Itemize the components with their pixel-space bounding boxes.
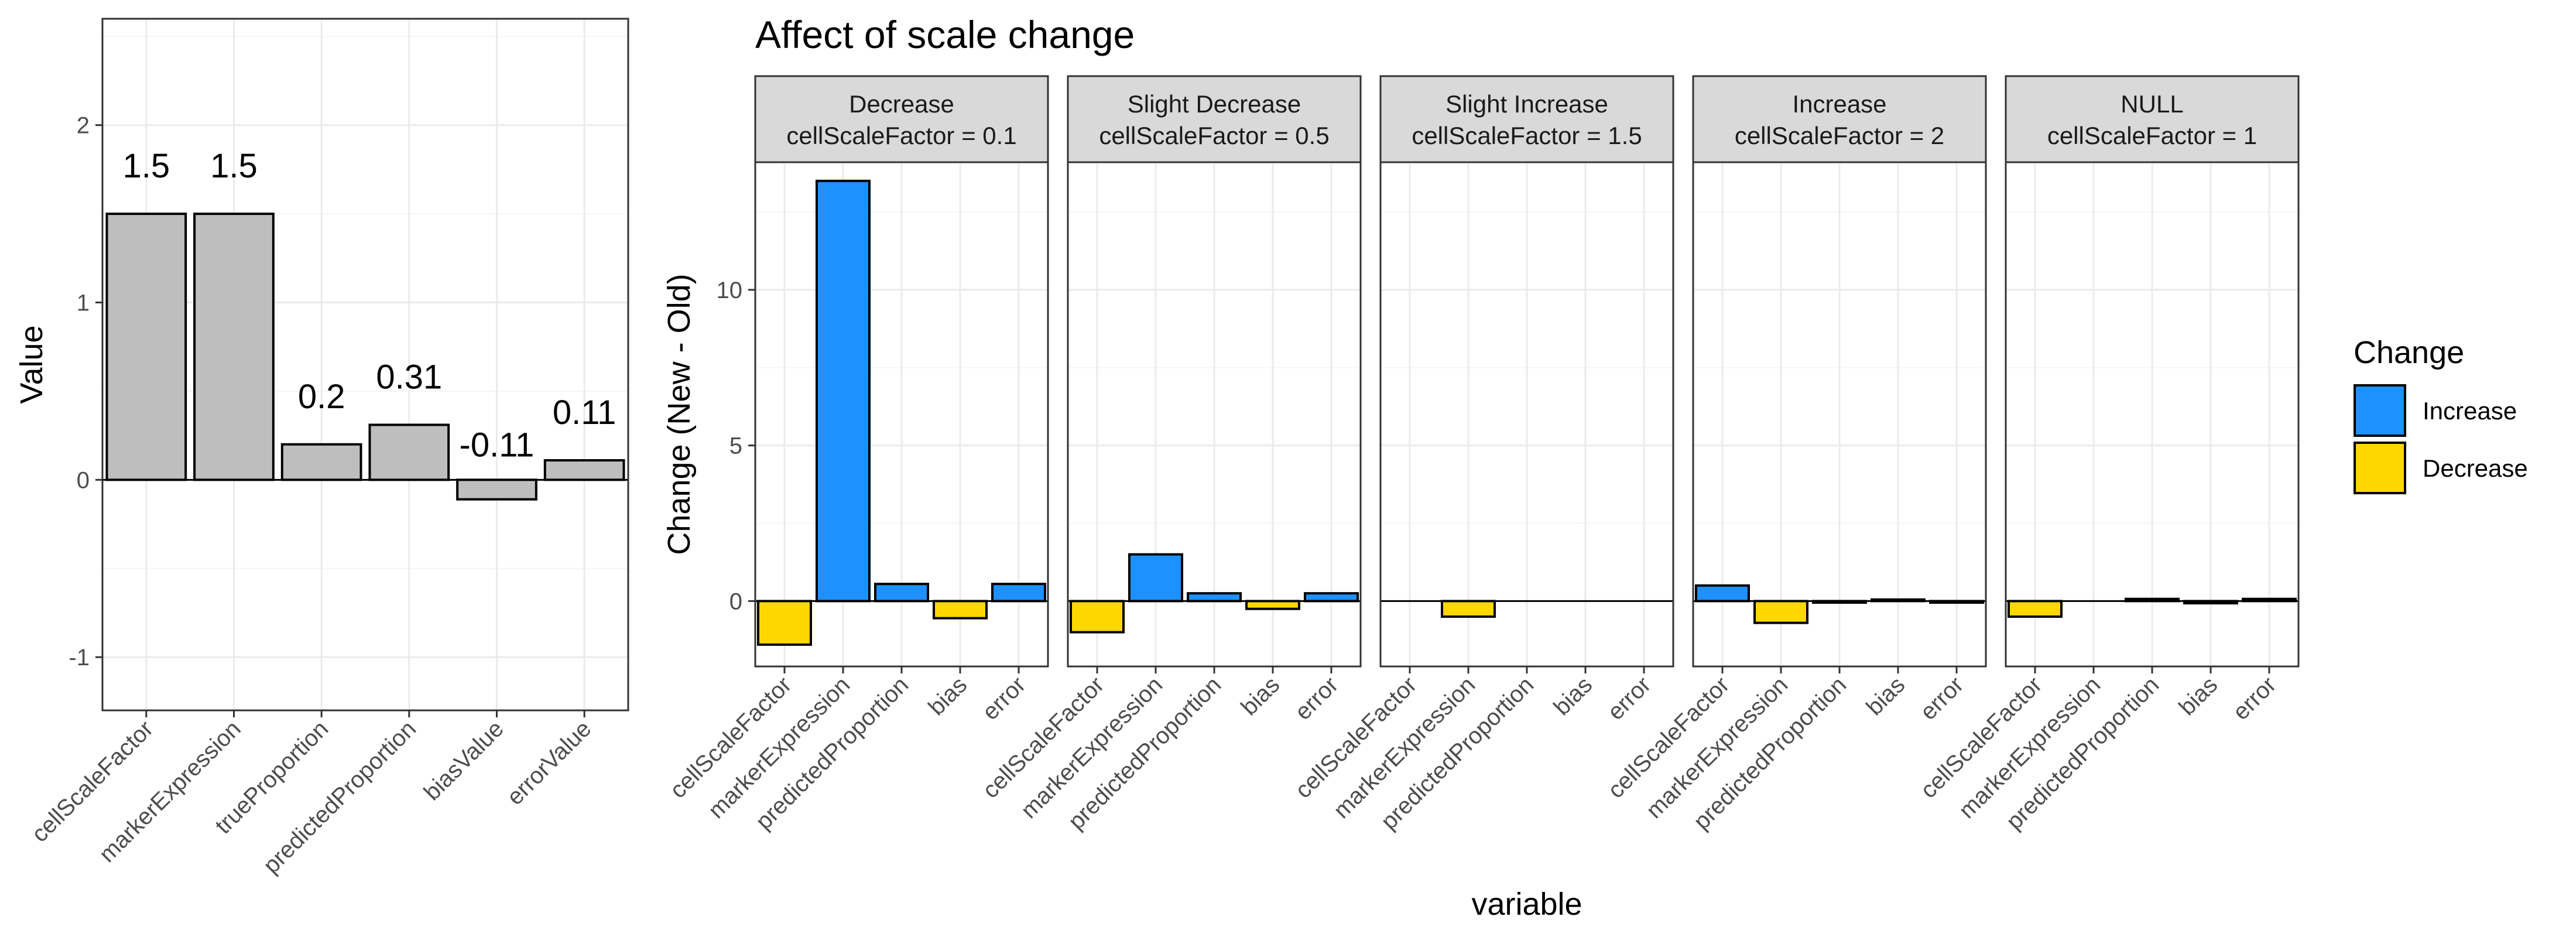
left-panel-background [102, 19, 628, 710]
left-data-label: 0.2 [298, 378, 345, 416]
facet-x-tick-label: error [1916, 672, 1969, 725]
left-data-label: 1.5 [210, 147, 258, 185]
facet-strip-label-2: cellScaleFactor = 0.1 [786, 122, 1016, 149]
facet-strip [1692, 75, 1987, 163]
facet-x-tick-label: bias [923, 672, 972, 720]
legend-key-increase [2354, 384, 2406, 437]
facet-panel-4: cellScaleFactormarkerExpressionpredicted… [1603, 75, 1987, 835]
facet-bar-bias [2183, 600, 2238, 605]
facet-panel-3: cellScaleFactormarkerExpressionpredicted… [1290, 75, 1674, 835]
legend: Change Increase Decrease [2354, 335, 2528, 494]
facet-strip-label-1: Decrease [849, 90, 954, 118]
facet-strip-label-2: cellScaleFactor = 1.5 [1412, 122, 1642, 149]
left-data-label: 0.31 [376, 358, 442, 396]
facet-bar-predictedProportion [1187, 592, 1242, 603]
legend-label-decrease: Decrease [2423, 454, 2528, 482]
chart-title: Affect of scale change [755, 13, 1135, 56]
right-y-tick-label: 10 [717, 278, 743, 303]
left-x-tick-label: biasValue [419, 716, 509, 805]
right-x-axis-title: variable [1471, 887, 1582, 922]
facet-bar-predictedProportion [2125, 597, 2180, 603]
facet-bar-predictedProportion [874, 583, 929, 603]
facet-bar-cellScaleFactor [757, 600, 812, 646]
facet-x-tick-label: error [1603, 672, 1656, 725]
facet-strip [2005, 75, 2300, 163]
facet-strip-label-1: Slight Decrease [1128, 90, 1301, 118]
left-y-tick-label: 1 [77, 290, 90, 316]
facet-bar-error [2242, 597, 2297, 603]
facet-bar-cellScaleFactor [2008, 600, 2063, 618]
facet-bar-bias [1871, 598, 1926, 603]
right-y-tick-label: 5 [729, 433, 742, 459]
facet-panel-1: cellScaleFactormarkerExpressionpredicted… [665, 75, 1049, 835]
left-data-label: 1.5 [123, 147, 170, 185]
facet-strip [754, 75, 1049, 163]
left-x-tick-label: predictedProportion [258, 716, 421, 878]
right-y-tick-label: 0 [729, 589, 742, 614]
facet-x-tick-label: bias [1236, 672, 1284, 720]
facet-strip-label-1: NULL [2121, 90, 2183, 118]
facet-strip-label-1: Increase [1792, 90, 1886, 118]
left-data-label: -0.11 [460, 426, 535, 464]
facet-bar-markerExpression [1441, 600, 1496, 618]
left-data-label: 0.11 [553, 394, 616, 432]
left-bar-markerExpression [193, 213, 275, 481]
facet-strip-label-2: cellScaleFactor = 0.5 [1099, 122, 1329, 149]
left-y-axis-title: Value [14, 325, 49, 403]
left-bar-biasValue [456, 478, 537, 501]
facet-x-tick-label: bias [1549, 672, 1597, 720]
facet-x-tick-label: error [978, 672, 1031, 725]
facet-bar-cellScaleFactor [1695, 584, 1750, 603]
facet-bar-cellScaleFactor [1070, 600, 1125, 634]
legend-key-decrease [2354, 442, 2406, 494]
left-bar-errorValue [543, 459, 625, 481]
facet-strip-label-2: cellScaleFactor = 1 [2047, 122, 2257, 149]
facet-bar-predictedProportion [1812, 600, 1867, 604]
facet-bar-error [1304, 592, 1359, 603]
facet-bar-markerExpression [1128, 553, 1183, 603]
facet-bar-markerExpression [1753, 600, 1808, 624]
legend-label-increase: Increase [2423, 397, 2517, 425]
left-y-tick-label: -1 [68, 645, 90, 671]
left-bar-trueProportion [280, 443, 362, 481]
value-bar-chart: 1.5cellScaleFactor1.5markerExpression0.2… [14, 18, 629, 878]
facet-bar-error [1929, 600, 1984, 604]
facet-bar-bias [933, 600, 988, 620]
facet-x-tick-label: error [1290, 672, 1344, 725]
facet-bar-bias [1245, 600, 1300, 610]
facet-bar-markerExpression [816, 179, 871, 603]
facet-x-tick-label: bias [1861, 672, 1910, 720]
facet-bar-error [991, 583, 1046, 603]
facet-x-tick-label: bias [2174, 672, 2222, 720]
left-x-tick-label: errorValue [502, 716, 596, 810]
left-panel-border [101, 18, 629, 712]
left-bar-predictedProportion [368, 423, 450, 481]
facet-strip-label-1: Slight Increase [1445, 90, 1608, 118]
left-y-tick-label: 0 [77, 467, 90, 493]
right-y-axis-title: Change (New - Old) [662, 273, 697, 555]
facet-strip-label-2: cellScaleFactor = 2 [1735, 122, 1944, 149]
left-bar-cellScaleFactor [105, 213, 187, 481]
legend-title: Change [2354, 335, 2464, 370]
facet-x-tick-label: error [2228, 672, 2282, 725]
left-y-tick-label: 2 [77, 113, 90, 139]
facet-strip [1067, 75, 1362, 163]
scale-change-faceted-chart: Affect of scale change cellScaleFactorma… [662, 13, 2300, 922]
facet-strip [1379, 75, 1674, 163]
